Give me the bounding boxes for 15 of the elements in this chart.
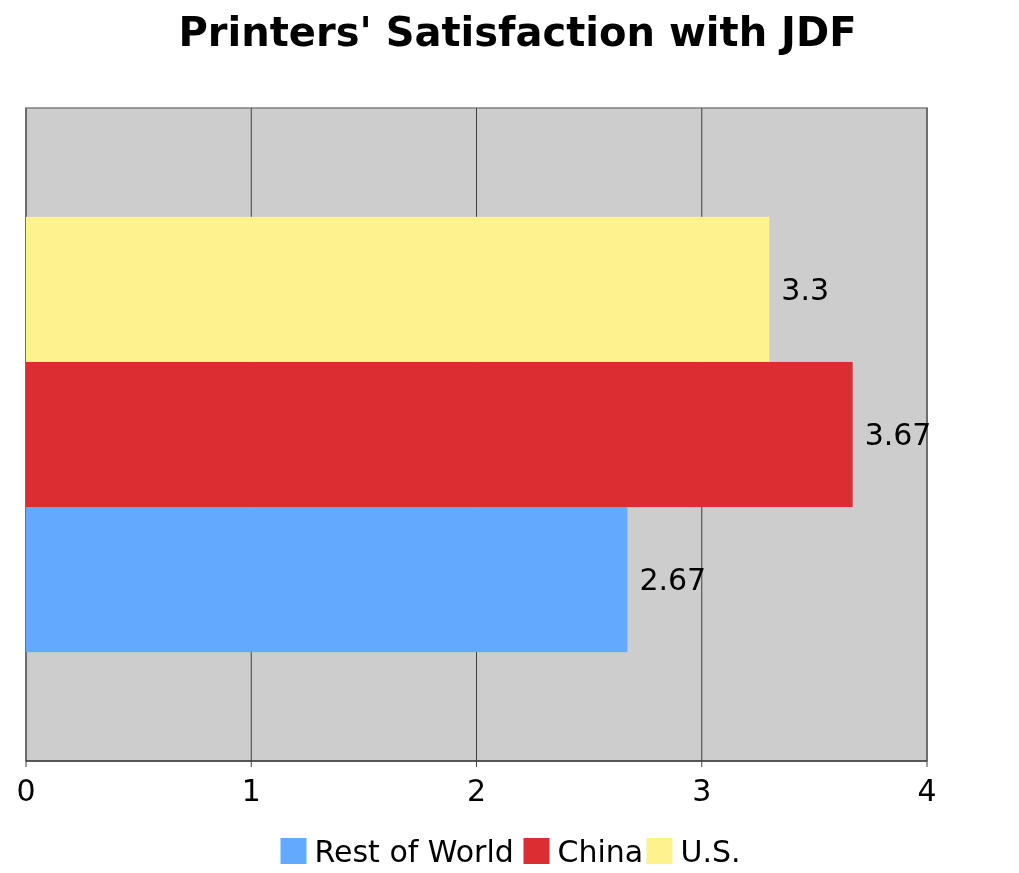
x-tick-label: 3 bbox=[692, 773, 712, 808]
legend-label: China bbox=[557, 833, 644, 869]
x-tick-label: 2 bbox=[466, 773, 487, 808]
x-tick-label: 4 bbox=[917, 773, 937, 808]
data-label: 3.3 bbox=[781, 271, 830, 307]
x-tick-label: 0 bbox=[16, 773, 36, 808]
x-tick-label: 1 bbox=[241, 773, 261, 808]
bar bbox=[26, 507, 628, 653]
legend-label: U.S. bbox=[680, 833, 741, 869]
chart-title: Printers' Satisfaction with JDF bbox=[178, 9, 857, 55]
data-label: 3.67 bbox=[864, 417, 932, 452]
bar bbox=[26, 216, 770, 362]
data-label: 2.67 bbox=[639, 562, 707, 598]
legend-label: Rest of World bbox=[314, 833, 514, 869]
bar bbox=[26, 361, 853, 508]
